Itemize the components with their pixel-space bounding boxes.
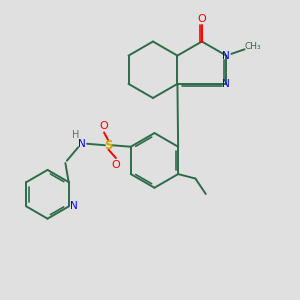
Text: N: N: [223, 51, 230, 61]
Text: O: O: [100, 121, 108, 131]
Text: O: O: [112, 160, 120, 170]
Text: CH₃: CH₃: [244, 42, 261, 51]
Text: N: N: [223, 79, 230, 89]
Text: O: O: [197, 14, 206, 24]
Text: N: N: [78, 139, 85, 149]
Text: S: S: [104, 139, 113, 152]
Text: N: N: [70, 202, 78, 212]
Text: H: H: [71, 130, 79, 140]
